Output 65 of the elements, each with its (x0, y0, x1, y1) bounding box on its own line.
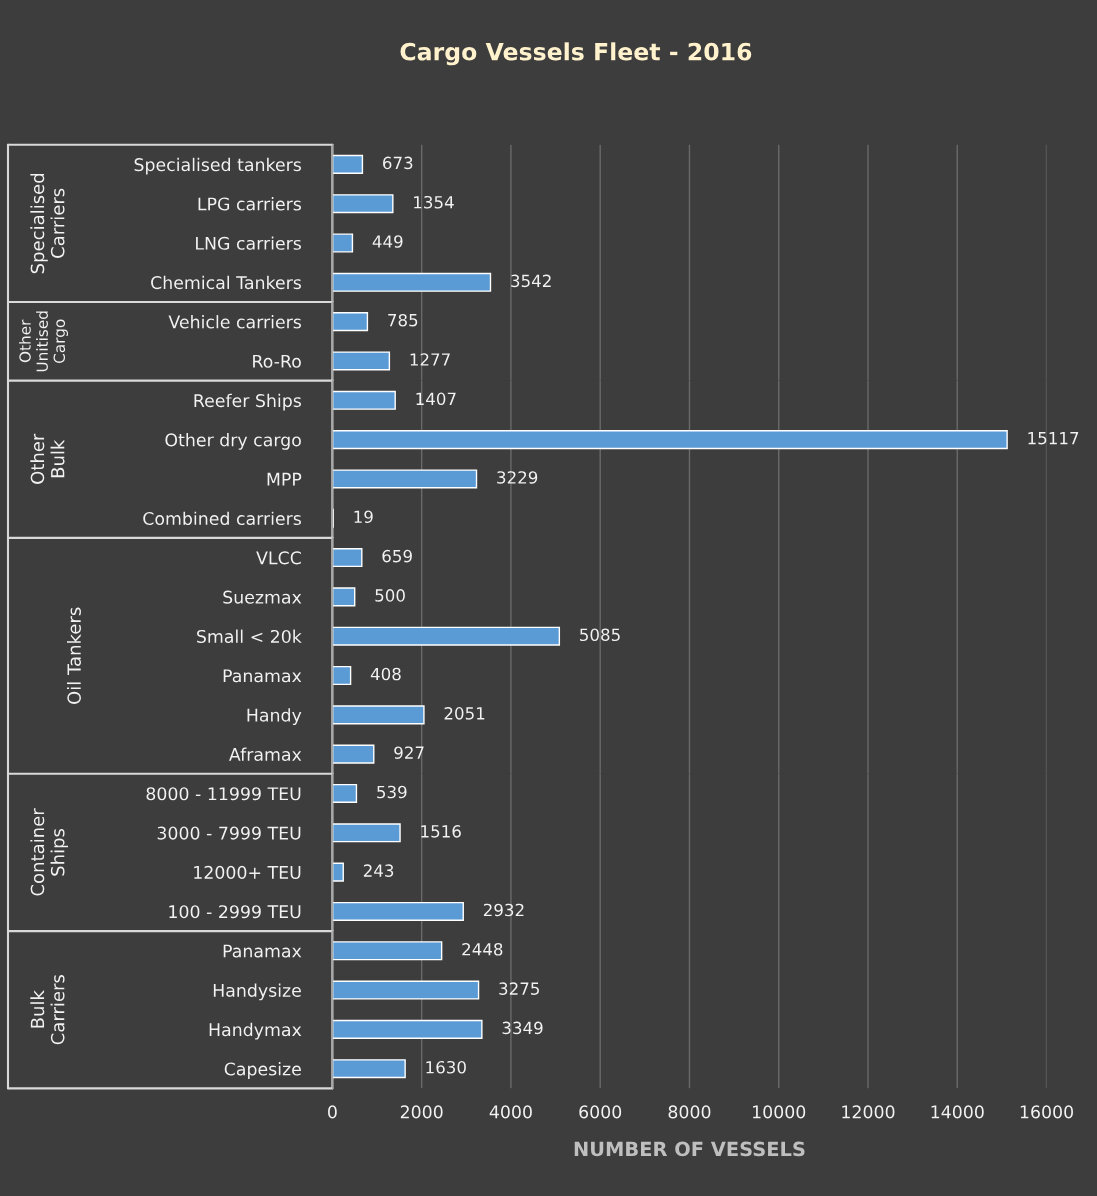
y-tick-label: 100 - 2999 TEU (169, 905, 301, 919)
y-tick-label: Handy (247, 708, 302, 726)
x-tick-label: 6000 (579, 1105, 622, 1119)
x-axis-title: NUMBER OF VESSELS (574, 1141, 805, 1157)
y-axis-title: Container Ships (30, 808, 69, 896)
y-tick-label: Combined carriers (143, 511, 301, 526)
y-tick-label: Suezmax (223, 590, 302, 604)
y-tick-label: Panamax (223, 669, 302, 683)
x-tick-label: 4000 (489, 1105, 532, 1119)
y-tick-label: Specialised tankers (134, 157, 301, 175)
data-label: 2932 (483, 903, 524, 917)
data-label: 3275 (499, 982, 539, 995)
x-tick-label: 16000 (1020, 1105, 1073, 1119)
y-tick-label: MPP (267, 472, 302, 486)
x-tick-label: 2000 (400, 1105, 443, 1119)
y-axis-title: Other Unitised Cargo (19, 311, 69, 372)
data-label: 243 (363, 864, 394, 877)
y-tick-label: Reefer Ships (194, 393, 301, 411)
y-tick-label: Handymax (209, 1022, 302, 1040)
data-label: 3542 (511, 274, 551, 288)
y-tick-label: Chemical Tankers (151, 275, 301, 290)
data-label: 785 (388, 313, 418, 327)
data-label: 1516 (421, 825, 461, 838)
data-label: 539 (377, 785, 407, 799)
y-axis-title: Oil Tankers (66, 607, 81, 704)
data-label: 3349 (502, 1021, 543, 1035)
x-tick-label: 12000 (842, 1105, 895, 1119)
y-tick-label: Aframax (229, 747, 302, 761)
data-label: 5085 (580, 628, 620, 642)
data-label: 2051 (444, 707, 485, 720)
data-label: 449 (372, 235, 403, 248)
data-label: 673 (383, 156, 413, 170)
x-tick-label: 8000 (668, 1105, 711, 1119)
y-tick-label: LNG carriers (196, 236, 301, 250)
data-label: 1407 (416, 392, 456, 406)
y-tick-label: Small < 20k (197, 629, 302, 644)
x-tick-label: 10000 (753, 1105, 806, 1119)
y-tick-label: 12000+ TEU (194, 865, 301, 879)
y-tick-label: Other dry cargo (165, 433, 301, 450)
x-tick-label: 14000 (931, 1105, 984, 1119)
data-label: 1354 (414, 195, 454, 209)
data-label: 500 (375, 589, 405, 602)
y-tick-label: Ro-Ro (253, 354, 301, 368)
y-tick-label: Panamax (223, 944, 302, 958)
y-tick-label: VLCC (256, 551, 301, 565)
data-label: 19 (354, 510, 373, 524)
data-label: 1630 (426, 1060, 466, 1074)
y-tick-label: Capesize (224, 1062, 301, 1079)
data-label: 3229 (497, 471, 538, 484)
y-axis-title: Specialised Carriers (30, 173, 65, 274)
data-label: 927 (394, 746, 424, 759)
data-label: 408 (370, 667, 401, 681)
y-tick-label: 8000 - 11999 TEU (146, 787, 301, 801)
data-label: 1277 (410, 353, 450, 366)
chart-title: Cargo Vessels Fleet - 2016 (400, 42, 752, 66)
data-label: 15117 (1028, 432, 1079, 445)
y-tick-label: Vehicle carriers (168, 315, 301, 329)
y-axis-title: Bulk Carriers (30, 975, 65, 1045)
y-axis-title: Other Bulk (30, 433, 65, 484)
data-label: 2448 (462, 942, 503, 956)
data-label: 659 (382, 549, 412, 563)
x-tick-label: 0 (328, 1105, 337, 1119)
y-tick-label: Handysize (213, 983, 301, 1001)
y-tick-label: 3000 - 7999 TEU (157, 826, 301, 840)
y-tick-label: LPG carriers (198, 197, 301, 211)
